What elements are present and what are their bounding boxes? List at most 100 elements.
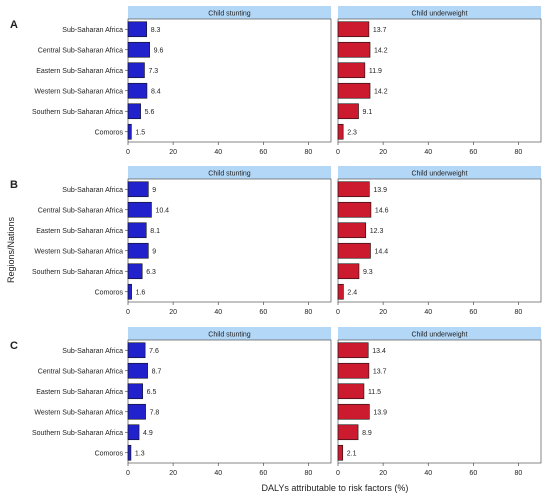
- data-label: 9: [152, 248, 156, 255]
- data-label: 9.1: [363, 109, 373, 116]
- data-label: 14.2: [374, 88, 388, 95]
- x-tick-label: 60: [259, 470, 267, 477]
- category-label: Central Sub-Saharan Africa: [38, 368, 123, 375]
- data-label: 13.9: [373, 187, 387, 194]
- data-label: 13.4: [372, 348, 386, 355]
- facet-panel: [337, 178, 542, 303]
- facet-panel: [337, 18, 542, 143]
- x-tick-label: 40: [214, 309, 222, 316]
- bar: [127, 263, 143, 280]
- data-label: 13.7: [373, 368, 387, 375]
- bar: [337, 222, 367, 239]
- x-tick-label: 20: [169, 309, 177, 316]
- data-label: 7.8: [150, 409, 160, 416]
- category-label: Southern Sub-Saharan Africa: [32, 109, 123, 116]
- bar: [337, 41, 371, 58]
- data-label: 12.3: [370, 228, 384, 235]
- facet-strip: [338, 166, 541, 179]
- x-tick-label: 0: [126, 470, 130, 477]
- x-tick-label: 60: [259, 309, 267, 316]
- facet-strip: [338, 327, 541, 340]
- bar: [337, 283, 344, 300]
- x-tick-label: 80: [305, 470, 313, 477]
- x-tick-label: 80: [305, 149, 313, 156]
- category-label: Western Sub-Saharan Africa: [34, 88, 123, 95]
- bar: [337, 82, 371, 99]
- x-tick-label: 60: [469, 149, 477, 156]
- data-label: 14.6: [375, 207, 389, 214]
- y-axis-label: Regions/Nations: [6, 216, 16, 283]
- x-tick-label: 20: [379, 309, 387, 316]
- bar: [127, 424, 140, 441]
- bar: [337, 62, 366, 79]
- facet-strip: [338, 6, 541, 19]
- bar: [127, 383, 143, 400]
- x-tick-label: 0: [336, 149, 340, 156]
- data-label: 5.6: [145, 109, 155, 116]
- category-label: Comoros: [95, 289, 124, 296]
- x-tick-label: 40: [424, 149, 432, 156]
- bar: [337, 444, 344, 461]
- bar: [337, 383, 365, 400]
- bar: [127, 201, 152, 218]
- data-label: 6.5: [147, 389, 157, 396]
- category-label: Sub-Saharan Africa: [62, 348, 123, 355]
- x-tick-label: 80: [515, 309, 523, 316]
- facet-strip: [128, 6, 331, 19]
- bar: [337, 424, 359, 441]
- x-tick-label: 0: [126, 149, 130, 156]
- bar: [127, 82, 148, 99]
- facet-panel: [127, 18, 332, 143]
- data-label: 7.3: [148, 68, 158, 75]
- category-label: Western Sub-Saharan Africa: [34, 248, 123, 255]
- data-label: 8.1: [150, 228, 160, 235]
- facet-title: Child stunting: [208, 11, 251, 18]
- bar: [127, 242, 149, 259]
- bar: [337, 181, 370, 198]
- data-label: 2.3: [347, 129, 357, 136]
- data-label: 8.4: [151, 88, 161, 95]
- data-label: 13.9: [373, 409, 387, 416]
- facet-panel: [127, 178, 332, 303]
- bar: [127, 103, 141, 120]
- bar: [127, 123, 132, 140]
- category-label: Central Sub-Saharan Africa: [38, 47, 123, 54]
- category-label: Eastern Sub-Saharan Africa: [36, 68, 123, 75]
- category-label: Southern Sub-Saharan Africa: [32, 269, 123, 276]
- data-label: 9.6: [154, 47, 164, 54]
- facet-strip: [128, 327, 331, 340]
- data-label: 1.3: [135, 450, 145, 457]
- facet-title: Child underweight: [411, 11, 467, 18]
- facet-title: Child stunting: [208, 332, 251, 339]
- data-label: 11.9: [369, 68, 382, 75]
- x-tick-label: 40: [424, 470, 432, 477]
- bar: [127, 362, 148, 379]
- bar: [337, 263, 360, 280]
- facet-title: Child underweight: [411, 171, 467, 178]
- data-label: 13.7: [373, 27, 387, 34]
- facet-panel: [337, 339, 542, 464]
- data-label: 9.3: [363, 269, 373, 276]
- x-tick-label: 0: [336, 309, 340, 316]
- category-label: Southern Sub-Saharan Africa: [32, 430, 123, 437]
- bar: [127, 41, 150, 58]
- x-tick-label: 0: [126, 309, 130, 316]
- data-label: 6.3: [146, 269, 156, 276]
- category-label: Western Sub-Saharan Africa: [34, 409, 123, 416]
- x-tick-label: 20: [379, 470, 387, 477]
- data-label: 8.3: [151, 27, 161, 34]
- data-label: 9: [152, 187, 156, 194]
- category-label: Comoros: [95, 129, 124, 136]
- bar: [127, 283, 132, 300]
- data-label: 1.6: [136, 289, 146, 296]
- x-tick-label: 60: [469, 470, 477, 477]
- x-tick-label: 60: [469, 309, 477, 316]
- x-tick-label: 80: [515, 149, 523, 156]
- bar: [127, 342, 146, 359]
- data-label: 11.5: [368, 389, 381, 396]
- bar: [127, 444, 132, 461]
- facet-strip: [128, 166, 331, 179]
- facet-panel: [127, 339, 332, 464]
- x-tick-label: 40: [214, 149, 222, 156]
